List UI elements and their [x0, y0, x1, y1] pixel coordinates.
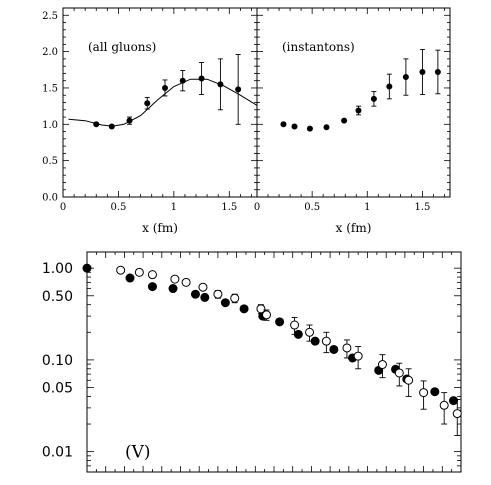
data-point-filled	[430, 387, 440, 397]
data-point-filled	[310, 336, 320, 346]
data-point	[108, 123, 115, 130]
data-point	[402, 74, 409, 81]
panel-annotation: (all gluons)	[88, 40, 156, 54]
data-point-filled	[82, 263, 92, 273]
data-point	[280, 121, 287, 128]
y-tick-label: 1.5	[42, 83, 58, 94]
data-point	[198, 75, 205, 82]
y-tick-label: 0.50	[42, 289, 73, 305]
x-tick-label: 1	[171, 202, 177, 213]
data-point-open	[181, 277, 191, 287]
x-tick-label: 1.5	[414, 202, 430, 213]
data-point-open	[394, 368, 404, 378]
data-point-open	[439, 400, 449, 410]
data-point-filled	[125, 273, 135, 283]
panel-annotation: (V)	[125, 443, 151, 463]
data-point-filled	[200, 292, 210, 302]
data-point	[386, 83, 393, 90]
data-point-open	[290, 320, 300, 330]
x-tick-label: 1	[364, 202, 370, 213]
panel-v: 1.00 0.50 0.10 0.05 0.01 (V)	[42, 251, 462, 473]
plot-frame	[62, 7, 258, 198]
data-point-open	[147, 270, 157, 280]
data-point-open	[305, 327, 315, 337]
data-point-open	[256, 304, 266, 314]
data-point-filled	[168, 284, 178, 294]
plot-frame	[86, 251, 462, 473]
y-tick-label: 0.05	[42, 381, 73, 397]
data-point	[126, 117, 133, 124]
data-point	[306, 125, 313, 132]
panel-annotation: (instantons)	[282, 40, 355, 54]
data-point	[217, 81, 224, 88]
data-point-open	[404, 375, 414, 385]
x-axis-title: x (fm)	[336, 221, 372, 235]
data-point-open	[170, 274, 180, 284]
data-point-filled	[275, 317, 285, 327]
x-tick-label: 0.5	[304, 202, 320, 213]
data-point	[323, 124, 330, 131]
data-point-open	[377, 360, 387, 370]
data-point	[144, 100, 151, 107]
y-tick-label: 1.0	[42, 120, 58, 131]
data-point	[291, 123, 298, 130]
data-point	[179, 77, 186, 84]
data-point-filled	[293, 329, 303, 339]
data-point-open	[342, 343, 352, 353]
data-point-open	[213, 289, 223, 299]
y-tick-label: 0.10	[42, 353, 73, 369]
plot-frame	[256, 7, 451, 198]
data-point	[355, 107, 362, 114]
x-tick-label: 1.5	[221, 202, 237, 213]
y-tick-label: 2.0	[42, 47, 58, 58]
data-point	[370, 95, 377, 102]
data-point-filled	[239, 304, 249, 314]
y-tick-label: 2.5	[42, 11, 58, 22]
data-point	[419, 68, 426, 75]
data-point-open	[353, 351, 363, 361]
data-point-open	[262, 310, 272, 320]
data-point-open	[452, 409, 462, 419]
data-point-filled	[220, 298, 230, 308]
panel-instantons: 0 0.5 1 1.5 x (fm) (instantons)	[254, 7, 451, 235]
data-point-filled	[329, 344, 339, 354]
data-point	[235, 86, 242, 93]
data-point	[341, 117, 348, 124]
data-point-filled	[449, 396, 459, 406]
data-point-open	[321, 336, 331, 346]
data-point-open	[116, 265, 126, 275]
x-tick-label: 0	[60, 202, 66, 213]
data-point-open	[134, 267, 144, 277]
data-point-filled	[147, 282, 157, 292]
data-point-open	[230, 293, 240, 303]
data-point	[434, 68, 441, 75]
y-tick-label: 0.5	[42, 156, 58, 167]
data-point-open	[198, 282, 208, 292]
x-axis-title: x (fm)	[142, 221, 178, 235]
y-tick-label: 0.0	[42, 193, 58, 204]
data-point-filled	[190, 289, 200, 299]
y-tick-label: 0.01	[42, 445, 73, 461]
fit-curve	[68, 78, 258, 127]
data-point	[161, 84, 168, 91]
x-tick-label: 0	[254, 202, 260, 213]
data-point-open	[419, 388, 429, 398]
data-point	[93, 121, 100, 128]
y-tick-label: 1.00	[42, 261, 73, 277]
x-tick-label: 0.5	[110, 202, 126, 213]
panel-all-gluons: 0 0.5 1 1.5 0.0 0.5 1.0 1.5 2.0 2.5 x (fm) (all glu…	[42, 7, 258, 235]
